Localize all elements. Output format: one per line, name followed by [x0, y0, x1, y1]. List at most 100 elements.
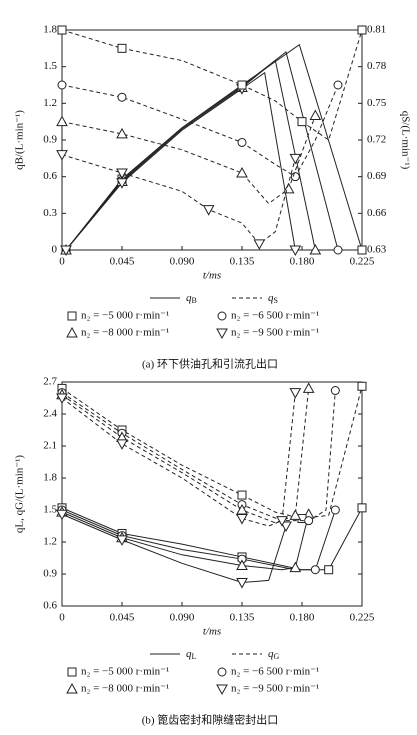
marker: [56, 150, 68, 161]
legend-label: qL: [186, 648, 197, 661]
x-tick-label: 0.225: [350, 612, 375, 624]
y2-axis-label: qS/(L·min⁻¹): [399, 111, 411, 170]
legend-label: n₂ = −9 500 r·min⁻¹: [231, 683, 319, 695]
x-tick-label: 0.180: [290, 612, 315, 624]
y-tick-label: 2.1: [43, 440, 57, 452]
legend-label: qS: [268, 292, 278, 305]
marker: [357, 503, 367, 513]
x-tick-label: 0.225: [350, 256, 375, 268]
marker: [236, 166, 248, 178]
marker: [302, 382, 315, 393]
marker: [117, 43, 127, 53]
x-tick-label: 0.135: [230, 256, 255, 268]
marker: [66, 682, 78, 694]
marker: [236, 503, 248, 515]
legend-label: n₂ = −5 000 r·min⁻¹: [81, 310, 169, 322]
data-line: [65, 43, 363, 251]
marker: [297, 117, 307, 127]
plot-frame: [61, 381, 363, 607]
marker: [237, 80, 247, 90]
y-tick-label: 0.6: [43, 170, 57, 182]
x-tick-label: 0.045: [110, 612, 135, 624]
y2-tick-label: 0.78: [367, 60, 387, 72]
x-axis-label: t/ms: [203, 270, 221, 282]
marker: [116, 127, 128, 139]
marker: [289, 509, 302, 520]
data-line: [61, 386, 363, 520]
caption: (a) 环下供油孔和引流孔出口: [142, 357, 278, 371]
x-tick-label: 0.090: [170, 612, 195, 624]
y-tick-label: 0: [52, 244, 58, 256]
data-line: [61, 115, 316, 205]
marker: [117, 92, 127, 102]
legend-label: n₂ = −8 000 r·min⁻¹: [81, 683, 169, 695]
marker: [56, 509, 68, 521]
marker: [330, 386, 340, 396]
y-tick-label: 0.9: [43, 568, 57, 580]
marker: [237, 137, 247, 147]
y-tick-label: 1.2: [43, 536, 57, 548]
data-line: [61, 388, 310, 524]
marker: [324, 565, 334, 575]
x-tick-label: 0: [59, 256, 65, 268]
y-tick-label: 1.2: [43, 97, 57, 109]
marker: [253, 239, 266, 250]
y2-tick-label: 0.81: [367, 24, 386, 36]
x-tick-label: 0.045: [110, 256, 135, 268]
marker: [57, 80, 67, 90]
marker: [309, 243, 322, 255]
marker: [116, 535, 128, 546]
marker: [217, 311, 227, 321]
marker: [236, 559, 248, 570]
caption: (b) 篦齿密封和隙缝密封出口: [142, 713, 279, 727]
data-line: [61, 29, 363, 141]
marker: [289, 153, 302, 165]
data-line: [61, 390, 336, 522]
data-line: [65, 71, 296, 251]
data-line: [61, 511, 310, 571]
marker: [304, 516, 314, 526]
marker: [289, 388, 302, 399]
x-axis-label: t/ms: [203, 626, 221, 638]
marker: [290, 172, 300, 182]
marker: [116, 439, 128, 450]
legend-label: qG: [268, 648, 280, 661]
data-line: [65, 51, 339, 251]
legend-label: qB: [186, 292, 197, 305]
y-tick-label: 1.8: [43, 24, 57, 36]
marker: [330, 505, 340, 515]
y2-tick-label: 0.63: [367, 244, 387, 256]
y2-tick-label: 0.66: [367, 207, 387, 219]
data-line: [61, 84, 339, 178]
data-line: [61, 154, 296, 245]
marker: [289, 561, 302, 573]
y-tick-label: 0.3: [43, 207, 57, 219]
y2-tick-label: 0.69: [367, 170, 387, 182]
legend-label: n₂ = −6 500 r·min⁻¹: [231, 666, 319, 678]
y-axis-label: qL, qG/(L·min⁻¹): [14, 455, 26, 533]
plot-frame: [61, 29, 363, 251]
marker: [217, 667, 227, 677]
marker: [202, 205, 215, 216]
marker: [333, 80, 343, 90]
marker: [237, 490, 247, 500]
y-tick-label: 1.5: [43, 504, 57, 516]
marker: [310, 565, 320, 575]
marker: [66, 326, 78, 338]
marker: [236, 514, 248, 525]
marker: [357, 245, 367, 255]
data-line: [61, 513, 287, 584]
marker: [216, 328, 228, 340]
x-tick-label: 0: [59, 612, 65, 624]
legend-label: n₂ = −9 500 r·min⁻¹: [231, 327, 319, 339]
marker: [60, 245, 72, 257]
legend-label: n₂ = −8 000 r·min⁻¹: [81, 327, 169, 339]
y2-tick-label: 0.72: [367, 134, 386, 146]
marker: [289, 245, 302, 257]
marker: [357, 381, 367, 391]
x-tick-label: 0.180: [290, 256, 315, 268]
y-tick-label: 1.5: [43, 60, 57, 72]
marker: [309, 109, 322, 121]
marker: [216, 684, 228, 696]
